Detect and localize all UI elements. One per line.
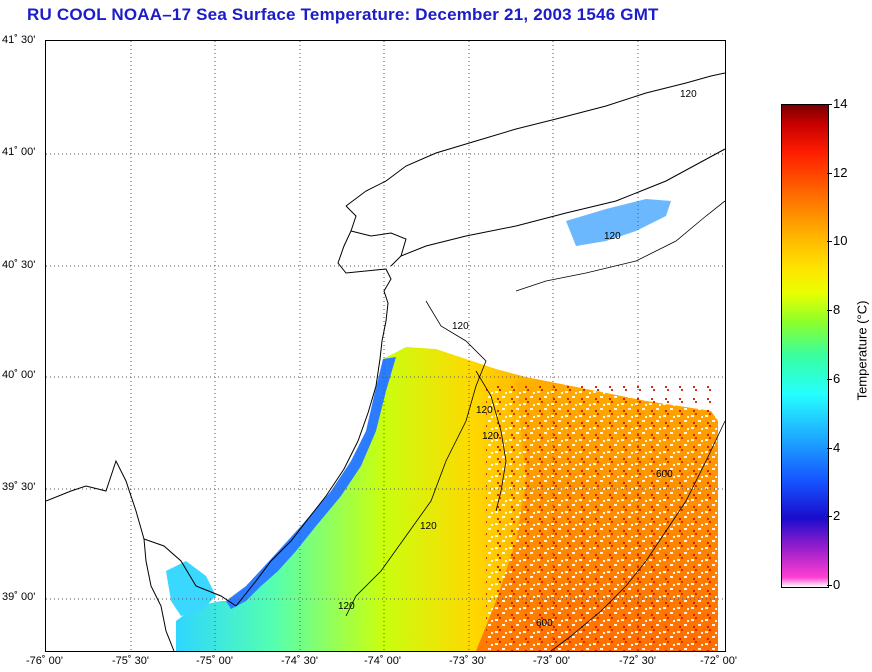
sst-speckle-texture [486, 386, 718, 651]
isobath-120-canyon [475, 370, 507, 512]
colorbar-tick-14: 14 [833, 96, 848, 111]
delaware-bay-coast [45, 459, 237, 607]
lon-label-73-00: -73˚ 00' [533, 655, 570, 667]
lon-label-73-30: -73˚ 30' [449, 655, 486, 667]
colorbar-tick-2: 2 [833, 508, 841, 523]
coastline [45, 72, 726, 652]
colorbar-tick-6: 6 [833, 371, 841, 386]
hudson-inlet [350, 230, 407, 267]
isobath-label: 120 [680, 89, 697, 100]
isobath-label: 120 [476, 405, 493, 416]
colorbar-label: Temperature (°C) [854, 300, 870, 401]
isobath-label: 120 [420, 521, 437, 532]
colorbar-tick-mark [827, 448, 832, 449]
lon-label-72-00: -72˚ 00' [700, 655, 737, 667]
colorbar-tick-mark [827, 241, 832, 242]
long-island-north-shore [385, 72, 726, 182]
lat-label-40-00: 40˚ 00' [2, 369, 36, 381]
long-island-south-shore [400, 148, 726, 257]
lat-label-41-30: 41˚ 30' [2, 34, 36, 46]
lon-label-74-00: -74˚ 00' [364, 655, 401, 667]
colorbar-tick-mark [827, 516, 832, 517]
lat-label-39-30: 39˚ 30' [2, 481, 36, 493]
colorbar-tick-8: 8 [833, 302, 841, 317]
isobaths [345, 200, 726, 652]
isobath-label: 120 [604, 231, 621, 242]
colorbar-tick-mark [827, 104, 832, 105]
connecticut-coast [345, 180, 387, 207]
lat-label-40-30: 40˚ 30' [2, 259, 36, 271]
sst-map-svg: 120 120 120 120 120 120 120 600 600 [45, 41, 726, 652]
colorbar-tick-0: 0 [833, 577, 841, 592]
colorbar-tick-mark [827, 173, 832, 174]
isobath-label: 120 [452, 321, 469, 332]
isobath-labels: 120 120 120 120 120 120 120 600 600 [338, 89, 697, 629]
sst-map: 120 120 120 120 120 120 120 600 600 [45, 40, 726, 652]
colorbar-tick-mark [827, 310, 832, 311]
colorbar-tick-mark [827, 585, 832, 586]
lon-label-72-30: -72˚ 30' [619, 655, 656, 667]
sst-delaware-bay-water [166, 561, 216, 616]
graticule [46, 41, 725, 651]
lon-label-75-30: -75˚ 30' [112, 655, 149, 667]
colorbar-tick-4: 4 [833, 440, 841, 455]
lat-label-41-00: 41˚ 00' [2, 146, 36, 158]
lat-label-39-00: 39˚ 00' [2, 591, 36, 603]
isobath-120-north [515, 200, 726, 292]
lon-label-75-00: -75˚ 00' [196, 655, 233, 667]
sst-coastal-cold-band [226, 357, 396, 609]
colorbar-tick-mark [827, 379, 832, 380]
isobath-120-shelf [345, 300, 487, 617]
sst-li-sound-patch [566, 199, 671, 246]
map-title: RU COOL NOAA–17 Sea Surface Temperature:… [27, 5, 659, 24]
isobath-label: 120 [482, 431, 499, 442]
sst-imagery [166, 199, 718, 651]
isobath-600 [550, 420, 726, 652]
lon-label-76-00: -76˚ 00' [26, 655, 63, 667]
temperature-colorbar [781, 104, 829, 588]
delaware-coast [143, 538, 175, 652]
isobath-label: 120 [338, 601, 355, 612]
colorbar-tick-10: 10 [833, 233, 848, 248]
lon-label-74-30: -74˚ 30' [281, 655, 318, 667]
isobath-label: 600 [536, 618, 553, 629]
colorbar-tick-12: 12 [833, 165, 848, 180]
isobath-label: 600 [656, 469, 673, 480]
nj-coastline [235, 205, 392, 607]
